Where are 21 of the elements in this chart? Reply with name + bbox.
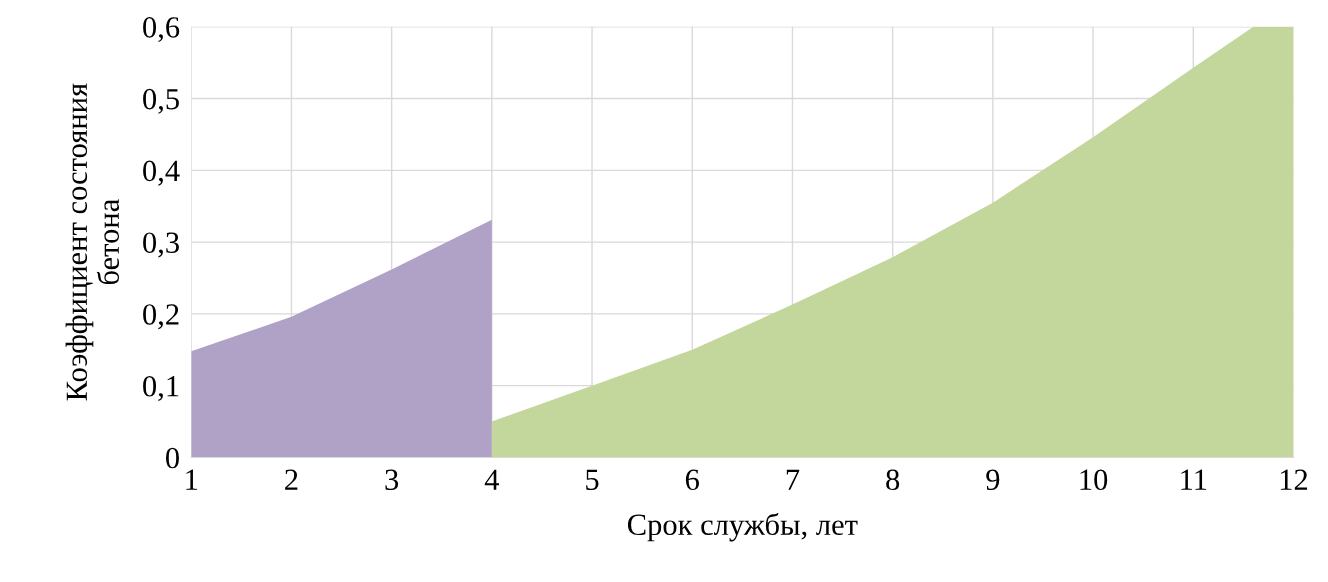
x-tick-label: 4	[484, 469, 499, 490]
x-tick-label: 2	[285, 469, 298, 490]
x-tick-label: 7	[786, 469, 800, 490]
y-axis-title: Коэффициент состояния бетона	[65, 83, 120, 401]
x-tick-label: 3	[385, 469, 399, 491]
x-tick-label: 1	[186, 469, 198, 490]
x-tick-label: 5	[586, 469, 599, 491]
x-tick-label: 9	[986, 469, 1000, 491]
y-tick-label: 0,5	[143, 88, 179, 114]
y-tick-label: 0,1	[143, 375, 179, 401]
x-tick-label: 6	[685, 469, 699, 491]
x-tick-label: 10	[1080, 469, 1108, 491]
y-tick-label: 0,4	[143, 160, 180, 186]
y-tick-label: 0,6	[143, 17, 180, 43]
y-tick-label: 0,2	[143, 304, 179, 330]
x-tick-label: 8	[886, 469, 900, 491]
y-tick-label: 0,3	[143, 232, 179, 258]
x-tick-label: 12	[1280, 469, 1308, 490]
y-tick-label: 0	[166, 447, 179, 469]
x-tick-label: 11	[1181, 469, 1207, 490]
x-axis-title: Срок службы, лет	[627, 512, 858, 542]
